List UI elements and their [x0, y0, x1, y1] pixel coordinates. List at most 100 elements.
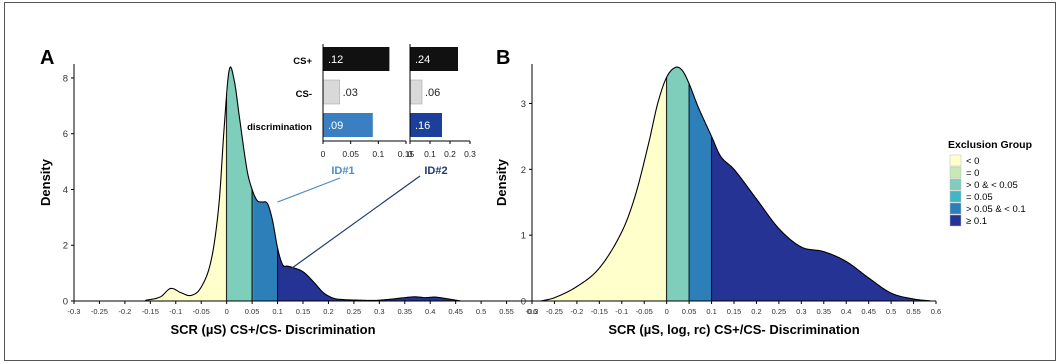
density-region-ge01 — [711, 136, 932, 301]
panel-b-x-label: SCR (µS, log, rc) CS+/CS- Discrimination — [608, 322, 859, 337]
inset-id2-bar-cs-plus — [410, 47, 458, 71]
x-tick-label: 0.25 — [347, 307, 362, 316]
y-tick-label: 3 — [521, 99, 526, 110]
x-tick-label: -0.2 — [118, 307, 131, 316]
x-tick-label: 0.3 — [796, 307, 806, 316]
y-tick-label: 1 — [521, 231, 526, 242]
density-outline — [540, 66, 932, 302]
inset-id1-value-label: .12 — [328, 54, 343, 66]
x-tick-label: 0 — [225, 307, 229, 316]
density-outline — [145, 66, 461, 302]
x-tick-label: -0.1 — [615, 307, 628, 316]
x-tick-label: 0.6 — [527, 307, 537, 316]
inset-id2-bar-cs-minus — [409, 79, 423, 105]
x-tick-label: 0.2 — [751, 307, 761, 316]
y-tick-label: 2 — [63, 241, 68, 252]
y-tick-label: 0 — [63, 297, 68, 308]
inset-id1-pointer-line — [277, 177, 341, 203]
inset-id2-value-label: .16 — [415, 120, 430, 132]
x-tick-label: 0.55 — [499, 307, 514, 316]
legend-label: ≥ 0.1 — [966, 216, 987, 227]
legend-swatch — [949, 214, 962, 227]
inset-id1-tick-label: 0.15 — [398, 149, 415, 159]
density-region-gt0-lt005 — [667, 67, 689, 301]
legend-title: Exclusion Group — [948, 139, 1032, 151]
inset-id2-tick-label: 0.2 — [444, 149, 456, 159]
inset-id1-bar-cs-plus — [323, 47, 390, 71]
density-region-gt005-lt01 — [253, 192, 278, 301]
inset-id1-tick-label: 0.1 — [372, 149, 384, 159]
panel-a-y-label: Density — [38, 158, 53, 206]
panel-a-plot: -0.3 -0.25 -0.2 -0.15 -0.1 -0.05 0 0.05 0.1 0.15 0… — [63, 64, 537, 316]
x-tick-label: -0.25 — [546, 307, 563, 316]
density-region-lt0 — [145, 107, 226, 301]
inset-id1-tick-label: 0 — [321, 149, 326, 159]
legend-swatch — [949, 166, 962, 179]
x-tick-label: 0.3 — [374, 307, 384, 316]
panel-b-plot: -0.3 -0.25 -0.2 -0.15 -0.1 -0.05 0 0.05 0.1 0.15 0… — [521, 64, 941, 316]
x-tick-label: -0.05 — [193, 307, 210, 316]
inset-id2-value-label: .06 — [425, 87, 440, 99]
x-tick-label: 0.55 — [906, 307, 921, 316]
legend-label: = 0.05 — [966, 192, 993, 203]
inset-id2-tick-label: 0.3 — [464, 149, 476, 159]
inset-row-label-cs-plus: CS+ — [293, 56, 312, 67]
inset-id2-bar-discrimination — [410, 113, 442, 137]
x-tick-label: 0.5 — [886, 307, 896, 316]
x-tick-label: 0.4 — [425, 307, 435, 316]
legend-swatch — [949, 190, 962, 203]
legend-swatch — [949, 202, 962, 215]
density-region-gt0-lt005 — [227, 67, 252, 301]
inset-id1-bar-cs-minus — [322, 79, 340, 105]
panel-a: A -0.3 -0.25 -0.2 -0.15 -0.1 -0.05 0 0.05 0.1 0.1… — [38, 44, 537, 337]
inset-id2-value-label: .24 — [415, 54, 430, 66]
x-tick-label: -0.15 — [591, 307, 608, 316]
x-tick-label: 0.1 — [706, 307, 716, 316]
x-tick-label: 0.4 — [841, 307, 851, 316]
x-tick-label: -0.15 — [142, 307, 159, 316]
legend-label: = 0 — [966, 168, 979, 179]
x-tick-label: 0.05 — [682, 307, 697, 316]
density-region-lt0 — [540, 79, 666, 301]
x-tick-label: 0.05 — [245, 307, 260, 316]
legend-swatch — [949, 154, 962, 167]
legend-swatch — [949, 178, 962, 191]
inset-id1-tick-label: 0.05 — [342, 149, 359, 159]
legend-label: < 0 — [966, 156, 979, 167]
x-tick-label: -0.1 — [169, 307, 182, 316]
x-tick-label: 0.45 — [861, 307, 876, 316]
x-tick-label: 0.15 — [727, 307, 742, 316]
x-tick-label: 0.25 — [772, 307, 787, 316]
inset-id1-value-label: .03 — [343, 87, 358, 99]
inset-id1-bars: .12 .03 .09 0 0.05 0.1 0.15 — [321, 44, 415, 159]
x-tick-label: 0.35 — [397, 307, 412, 316]
x-tick-label: 0.1 — [272, 307, 282, 316]
x-tick-label: 0.15 — [296, 307, 311, 316]
inset-id2-label: ID#2 — [424, 165, 447, 177]
y-tick-label: 2 — [521, 165, 526, 176]
x-tick-label: 0.45 — [448, 307, 463, 316]
panel-b-y-label: Density — [494, 158, 509, 206]
x-tick-label: 0.5 — [476, 307, 486, 316]
inset-id1-label: ID#1 — [331, 165, 354, 177]
inset-bar-chart: CS+ CS- discrimination .12.03.090 0.05 0.1… — [247, 44, 476, 275]
figure-border — [4, 2, 1056, 361]
legend: Exclusion Group < 0= 0> 0 & < 0.05= 0.05… — [948, 139, 1032, 227]
inset-row-label-discrimination: discrimination — [247, 122, 312, 133]
inset-id1-bar-discrimination — [323, 113, 373, 137]
legend-label: > 0 & < 0.05 — [966, 180, 1018, 191]
x-tick-label: -0.3 — [526, 307, 539, 316]
x-tick-label: 0.6 — [931, 307, 941, 316]
density-region-gt005-lt01 — [690, 85, 712, 301]
x-tick-label: -0.25 — [91, 307, 108, 316]
x-tick-label: 0.35 — [816, 307, 831, 316]
x-tick-label: -0.2 — [570, 307, 583, 316]
x-tick-label: 0.2 — [323, 307, 333, 316]
inset-id2-bars: .24 .06 .16 0 0.1 0.2 0.3 — [408, 44, 476, 159]
y-tick-label: 6 — [63, 129, 68, 140]
x-tick-label: 0 — [665, 307, 669, 316]
inset-id1-value-label: .09 — [328, 120, 343, 132]
panel-b: B -0.3 -0.25 -0.2 -0.15 -0.1 -0.05 0 0.05 0.1 0.1… — [494, 47, 941, 337]
